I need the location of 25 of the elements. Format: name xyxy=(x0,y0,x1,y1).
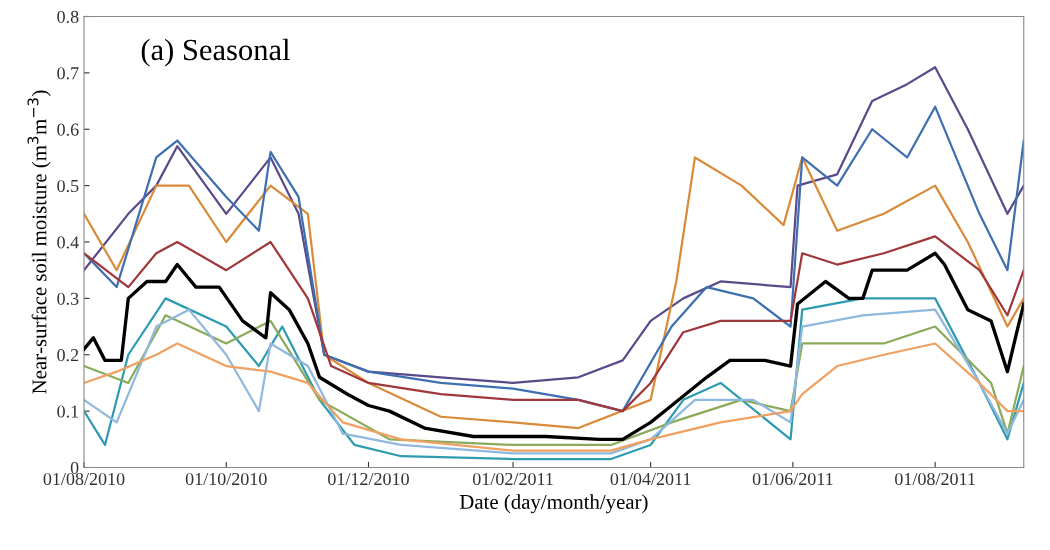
y-tick-label: 0 xyxy=(70,461,79,474)
x-axis-title: Date (day/month/year) xyxy=(459,494,648,514)
x-tick-label: 01/04/2011 xyxy=(610,472,691,486)
annotation: (a) Seasonal xyxy=(141,38,290,67)
y-tick-label: 0.1 xyxy=(57,405,79,418)
y-tick-label: 0.6 xyxy=(57,123,79,136)
x-tick-label: 01/06/2011 xyxy=(752,472,833,486)
y-tick-label: 0.4 xyxy=(57,236,79,249)
line-series xyxy=(84,66,1024,385)
line-series xyxy=(84,342,1024,452)
line-series xyxy=(84,105,1024,413)
x-tick-label: 01/02/2011 xyxy=(472,472,553,486)
line-series xyxy=(84,156,1024,430)
x-tick-label: 01/08/2010 xyxy=(43,472,125,486)
x-tick-label: 01/10/2010 xyxy=(185,472,267,486)
x-tick-label: 01/08/2011 xyxy=(895,472,975,486)
x-tick-label: 01/12/2010 xyxy=(328,472,409,486)
y-tick-label: 0.8 xyxy=(57,10,79,24)
y-tick-label: 0.3 xyxy=(57,292,79,305)
y-tick-label: 0.2 xyxy=(57,349,79,362)
line-series xyxy=(84,235,1024,413)
line-series xyxy=(84,251,1024,441)
y-tick-label: 0.5 xyxy=(57,179,79,193)
y-tick-label: 0.7 xyxy=(57,67,79,80)
y-axis-title: Near-surface soil moisture (m$^{3}$m$^{−3}$) xyxy=(27,90,51,394)
